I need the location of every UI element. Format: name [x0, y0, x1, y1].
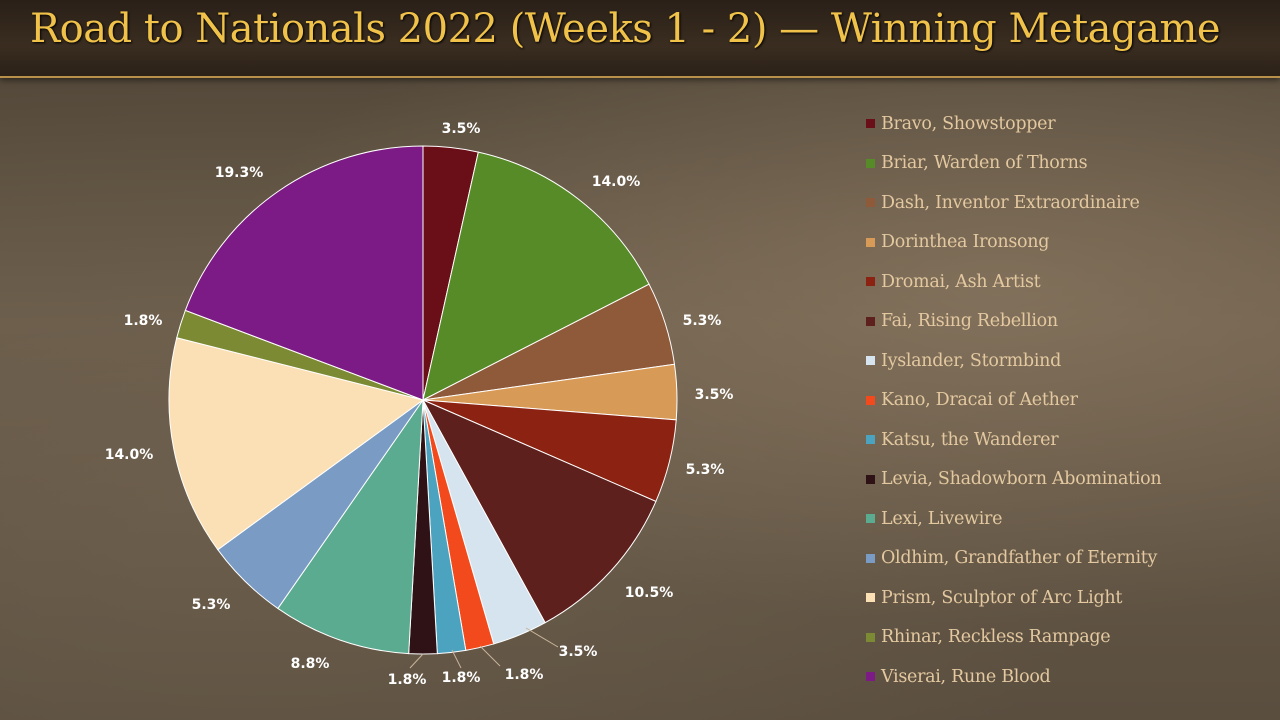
pie-slice — [422, 151, 650, 401]
slice-percent-label: 3.5% — [695, 387, 734, 403]
slice-percent-label: 5.3% — [683, 313, 722, 329]
slice-percent-label: 1.8% — [442, 670, 481, 686]
slice-percent-label: 19.3% — [215, 165, 264, 181]
legend-item: Lexi, Livewire — [866, 499, 1266, 539]
legend-item: Dash, Inventor Extraordinaire — [866, 183, 1266, 223]
legend-label: Dorinthea Ironsong — [881, 232, 1050, 253]
legend-item: Bravo, Showstopper — [866, 104, 1266, 144]
legend-label: Dash, Inventor Extraordinaire — [881, 192, 1140, 213]
slice-percent-label: 5.3% — [192, 597, 231, 613]
legend-label: Briar, Warden of Thorns — [881, 153, 1088, 174]
leader-line — [525, 627, 559, 648]
legend-item: Kano, Dracai of Aether — [866, 381, 1266, 421]
legend-item: Katsu, the Wanderer — [866, 420, 1266, 460]
leader-line — [409, 653, 424, 669]
legend-label: Katsu, the Wanderer — [881, 429, 1059, 450]
legend-swatch — [866, 474, 875, 484]
legend-item: Levia, Shadowborn Abomination — [866, 460, 1266, 500]
pie-slice — [421, 398, 657, 624]
legend-label: Fai, Rising Rebellion — [881, 311, 1058, 332]
slice-percent-label: 8.8% — [291, 656, 330, 672]
legend-swatch — [866, 395, 875, 405]
slice-percent-label: 14.0% — [592, 174, 641, 190]
slice-percent-label: 14.0% — [105, 447, 154, 463]
pie-slice — [184, 145, 424, 401]
slice-percent-label: 3.5% — [442, 121, 481, 137]
legend-label: Prism, Sculptor of Arc Light — [881, 587, 1123, 608]
chart-legend: Bravo, Showstopper Briar, Warden of Thorn… — [866, 104, 1266, 697]
legend-item: Fai, Rising Rebellion — [866, 302, 1266, 342]
legend-swatch — [866, 435, 875, 445]
legend-item: Oldhim, Grandfather of Eternity — [866, 539, 1266, 579]
legend-swatch — [866, 277, 875, 287]
slice-percent-label: 1.8% — [505, 667, 544, 683]
legend-swatch — [866, 514, 875, 524]
pie-slice — [168, 337, 425, 551]
legend-label: Rhinar, Reckless Rampage — [881, 627, 1111, 648]
legend-label: Viserai, Rune Blood — [881, 666, 1051, 687]
legend-swatch — [866, 316, 875, 326]
leader-line — [451, 649, 462, 669]
legend-swatch — [866, 672, 875, 682]
legend-label: Bravo, Showstopper — [881, 113, 1056, 134]
legend-label: Kano, Dracai of Aether — [881, 390, 1078, 411]
leader-line — [479, 645, 501, 667]
legend-label: Iyslander, Stormbind — [881, 350, 1061, 371]
slice-percent-label: 1.8% — [124, 313, 163, 329]
legend-swatch — [866, 593, 875, 603]
pie-slice — [277, 398, 424, 655]
slice-percent-label: 3.5% — [559, 644, 598, 660]
legend-item: Dorinthea Ironsong — [866, 223, 1266, 263]
legend-label: Levia, Shadowborn Abomination — [881, 469, 1162, 490]
legend-item: Dromai, Ash Artist — [866, 262, 1266, 302]
legend-swatch — [866, 632, 875, 642]
legend-swatch — [866, 158, 875, 168]
legend-swatch — [866, 119, 875, 129]
legend-item: Iyslander, Stormbind — [866, 341, 1266, 381]
legend-swatch — [866, 356, 875, 366]
legend-item: Briar, Warden of Thorns — [866, 144, 1266, 184]
legend-label: Oldhim, Grandfather of Eternity — [881, 548, 1158, 569]
slice-percent-label: 10.5% — [625, 585, 674, 601]
slice-percent-label: 1.8% — [388, 672, 427, 688]
slice-percent-label: 5.3% — [686, 462, 725, 478]
legend-label: Dromai, Ash Artist — [881, 271, 1041, 292]
title-bar: Road to Nationals 2022 (Weeks 1 - 2) — W… — [0, 0, 1280, 78]
legend-item: Viserai, Rune Blood — [866, 657, 1266, 697]
legend-label: Lexi, Livewire — [881, 508, 1003, 529]
page-title: Road to Nationals 2022 (Weeks 1 - 2) — W… — [30, 6, 1221, 52]
legend-item: Prism, Sculptor of Arc Light — [866, 578, 1266, 618]
legend-swatch — [866, 553, 875, 563]
legend-item: Rhinar, Reckless Rampage — [866, 618, 1266, 658]
legend-swatch — [866, 237, 875, 247]
legend-swatch — [866, 198, 875, 208]
